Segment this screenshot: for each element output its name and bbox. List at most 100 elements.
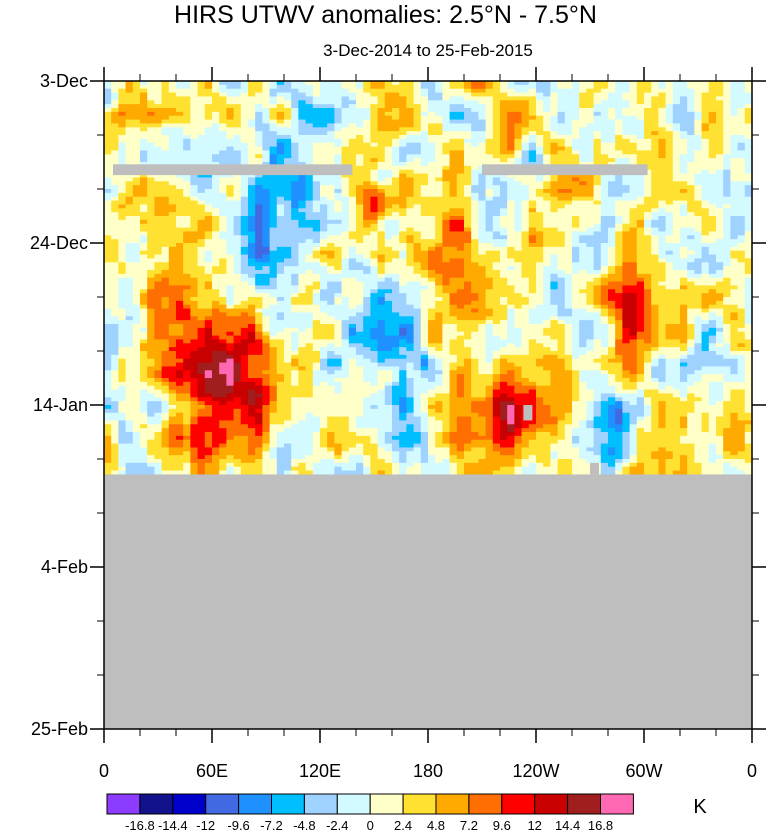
heatmap-cell xyxy=(291,154,299,159)
heatmap-cell xyxy=(132,200,141,206)
heatmap-cell xyxy=(449,381,458,387)
heatmap-cell xyxy=(420,312,429,317)
heatmap-cell xyxy=(413,246,422,252)
heatmap-cell xyxy=(406,84,415,90)
heatmap-cell xyxy=(269,293,278,298)
heatmap-cell xyxy=(370,362,379,368)
heatmap-cell xyxy=(406,374,415,379)
heatmap-cell xyxy=(240,219,249,225)
heatmap-cell xyxy=(291,389,299,395)
heatmap-cell xyxy=(269,443,278,449)
heatmap-cell xyxy=(111,81,119,86)
heatmap-cell xyxy=(168,385,177,391)
heatmap-cell xyxy=(363,246,371,252)
heatmap-cell xyxy=(428,416,436,422)
heatmap-cell xyxy=(399,339,407,344)
heatmap-cell xyxy=(334,243,343,248)
heatmap-cell xyxy=(190,366,199,371)
heatmap-cell xyxy=(190,88,199,94)
heatmap-cell xyxy=(140,389,148,395)
heatmap-cell xyxy=(262,327,271,333)
heatmap-cell xyxy=(449,354,458,360)
heatmap-cell xyxy=(370,127,379,132)
heatmap-cell xyxy=(413,339,422,344)
heatmap-cell xyxy=(118,308,127,314)
heatmap-cell xyxy=(356,227,364,233)
heatmap-cell xyxy=(312,100,321,105)
heatmap-cell xyxy=(168,243,177,248)
heatmap-cell xyxy=(428,123,436,128)
heatmap-cell xyxy=(154,447,163,452)
heatmap-cell xyxy=(190,362,199,368)
heatmap-cell xyxy=(262,397,271,402)
heatmap-cell xyxy=(183,262,191,267)
heatmap-cell xyxy=(370,401,379,406)
heatmap-cell xyxy=(197,462,206,468)
heatmap-cell xyxy=(248,119,256,125)
heatmap-cell xyxy=(269,239,278,244)
heatmap-cell xyxy=(413,262,422,267)
heatmap-cell xyxy=(413,381,422,387)
heatmap-cell xyxy=(140,408,148,414)
heatmap-cell xyxy=(392,223,400,229)
heatmap-cell xyxy=(269,200,278,206)
heatmap-cell xyxy=(276,362,285,368)
heatmap-cell xyxy=(428,358,436,364)
heatmap-cell xyxy=(377,289,386,294)
heatmap-cell xyxy=(118,216,127,221)
heatmap-cell xyxy=(356,435,364,441)
heatmap-cell xyxy=(147,312,155,317)
heatmap-cell xyxy=(420,204,429,209)
heatmap-cell xyxy=(420,119,429,125)
heatmap-cell xyxy=(204,405,213,410)
heatmap-cell xyxy=(190,324,199,329)
heatmap-cell xyxy=(161,138,170,144)
heatmap-cell xyxy=(183,378,191,383)
heatmap-cell xyxy=(348,104,357,109)
heatmap-cell xyxy=(298,200,307,206)
heatmap-cell xyxy=(125,358,134,364)
heatmap-cell xyxy=(212,223,220,229)
heatmap-cell xyxy=(161,443,170,449)
heatmap-cell xyxy=(132,273,141,279)
heatmap-cell xyxy=(399,381,407,387)
heatmap-cell xyxy=(161,177,170,182)
heatmap-cell xyxy=(262,385,271,391)
heatmap-cell xyxy=(118,312,127,317)
heatmap-cell xyxy=(392,358,400,364)
heatmap-cell xyxy=(334,455,343,460)
heatmap-cell xyxy=(312,135,321,140)
heatmap-cell xyxy=(240,185,249,190)
heatmap-cell xyxy=(399,335,407,341)
heatmap-cell xyxy=(420,397,429,402)
heatmap-cell xyxy=(190,189,199,194)
heatmap-cell xyxy=(219,327,227,333)
heatmap-cell xyxy=(212,231,220,236)
heatmap-cell xyxy=(392,285,400,290)
heatmap-cell xyxy=(305,408,314,414)
heatmap-cell xyxy=(312,339,321,344)
heatmap-cell xyxy=(413,154,422,159)
heatmap-cell xyxy=(111,277,119,283)
heatmap-cell xyxy=(413,266,422,271)
heatmap-cell xyxy=(399,162,407,167)
heatmap-cell xyxy=(312,108,321,113)
heatmap-cell xyxy=(226,173,235,179)
heatmap-cell xyxy=(240,374,249,379)
heatmap-cell xyxy=(348,243,357,248)
heatmap-cell xyxy=(204,204,213,209)
heatmap-cell xyxy=(399,266,407,271)
heatmap-cell xyxy=(341,204,350,209)
heatmap-cell xyxy=(406,131,415,136)
heatmap-cell xyxy=(168,462,177,468)
heatmap-cell xyxy=(269,196,278,202)
heatmap-cell xyxy=(269,405,278,410)
heatmap-cell xyxy=(413,412,422,418)
heatmap-cell xyxy=(204,397,213,402)
heatmap-cell xyxy=(392,374,400,379)
heatmap-cell xyxy=(154,378,163,383)
heatmap-cell xyxy=(377,408,386,414)
heatmap-cell xyxy=(183,297,191,302)
heatmap-cell xyxy=(104,308,112,314)
heatmap-cell xyxy=(363,320,371,325)
